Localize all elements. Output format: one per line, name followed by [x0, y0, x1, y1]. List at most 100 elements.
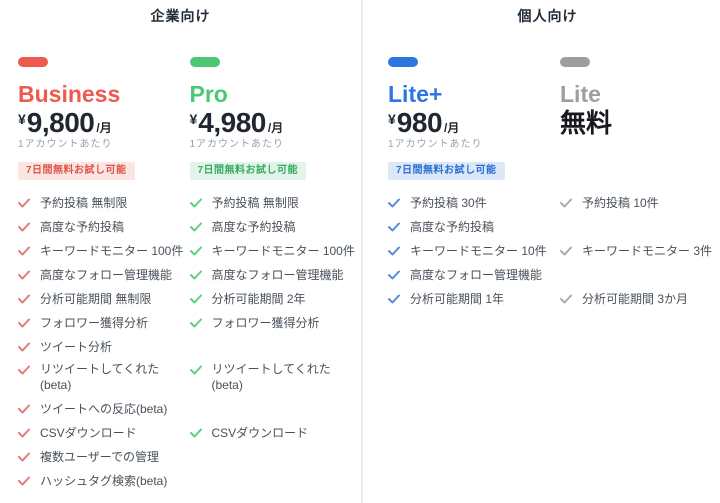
feature-label: キーワードモニター 100件 [40, 244, 184, 258]
trial-badge: 7日間無料お試し可能 [18, 162, 135, 180]
plan-price: ¥4,980/月 [190, 108, 362, 138]
personal-section: 個人向け Lite+ ¥980/月 1アカウントあたり 7日間無料お試し可能 予約投稿 … [362, 0, 720, 503]
check-icon [560, 198, 572, 208]
section-title-personal: 個人向け [517, 8, 578, 24]
plan-name: Lite [560, 81, 601, 107]
feature-label: キーワードモニター 10件 [410, 244, 547, 258]
plan-column-pro: Pro ¥4,980/月 1アカウントあたり 7日間無料お試し可能 予約投稿 無制限 高度… [189, 24, 362, 493]
feature-row [190, 445, 362, 469]
feature-row [560, 215, 720, 239]
check-icon [189, 428, 202, 438]
plan-color-pill [560, 57, 590, 67]
feature-row: リツイートしてくれた (beta) [189, 359, 362, 397]
feature-list: 予約投稿 無制限 高度な予約投稿キーワードモニター 100件高度なフォロー管理機能… [18, 191, 190, 493]
check-icon [388, 198, 400, 208]
feature-label: 高度なフォロー管理機能 [211, 268, 344, 282]
plan-color-pill [388, 57, 418, 67]
feature-label: フォロワー獲得分析 [40, 316, 149, 330]
feature-label: ツイートへの反応(beta) [40, 402, 168, 416]
trial-badge-row: 7日間無料お試し可能 [189, 160, 362, 180]
feature-row [190, 469, 362, 493]
plan-price: 無料 [560, 108, 720, 138]
check-icon [18, 476, 30, 486]
feature-label: 高度な予約投稿 [410, 220, 495, 234]
plan-column-business: Business ¥9,800/月 1アカウントあたり 7日間無料お試し可能 予約投稿 … [18, 24, 190, 493]
price-period: /月 [444, 121, 460, 135]
check-icon [18, 294, 30, 304]
price-amount: 4,980 [198, 107, 266, 138]
feature-row: 予約投稿 30件 [388, 191, 560, 215]
feature-row [560, 421, 720, 445]
feature-row: フォロワー獲得分析 [189, 311, 362, 335]
feature-label: キーワードモニター 100件 [211, 244, 355, 258]
feature-row [388, 335, 560, 359]
price-period: /月 [267, 121, 284, 135]
feature-row [190, 397, 362, 421]
check-icon [18, 365, 30, 375]
feature-label: CSVダウンロード [211, 426, 309, 440]
check-icon [189, 246, 202, 256]
feature-row [388, 469, 560, 493]
free-price-label: 無料 [560, 108, 613, 138]
trial-badge-row [560, 160, 720, 178]
check-icon [388, 246, 400, 256]
plan-price: ¥9,800/月 [18, 108, 190, 138]
feature-label: リツイートしてくれた (beta) [211, 362, 331, 392]
feature-label: 予約投稿 無制限 [40, 196, 128, 210]
trial-badge-row: 7日間無料お試し可能 [388, 160, 560, 180]
feature-row: 分析可能期間 2年 [189, 287, 362, 311]
feature-label: 高度なフォロー管理機能 [410, 268, 543, 282]
feature-label: ハッシュタグ検索(beta) [40, 474, 168, 488]
feature-row: CSVダウンロード [18, 421, 190, 445]
feature-row: 複数ユーザーでの管理 [18, 445, 190, 469]
feature-label: 高度な予約投稿 [40, 220, 125, 234]
feature-row [560, 445, 720, 469]
feature-row [560, 311, 720, 335]
feature-row [388, 445, 560, 469]
feature-row [560, 397, 720, 421]
feature-row [560, 263, 720, 287]
price-amount: 980 [396, 107, 443, 138]
feature-list: 予約投稿 無制限 高度な予約投稿キーワードモニター 100件 高度なフォロー管理機能… [189, 191, 362, 493]
price-period: /月 [96, 121, 112, 135]
feature-row: 予約投稿 無制限 [189, 191, 362, 215]
feature-row [388, 397, 560, 421]
feature-label: 分析可能期間 無制限 [40, 292, 152, 306]
check-icon [18, 270, 30, 280]
check-icon [189, 318, 202, 328]
feature-row: キーワードモニター 10件 [388, 239, 560, 263]
feature-row: 高度なフォロー管理機能 [18, 263, 190, 287]
feature-row [560, 335, 720, 359]
feature-row: 分析可能期間 無制限 [18, 287, 190, 311]
check-icon [560, 246, 572, 256]
feature-row: リツイートしてくれた (beta) [18, 359, 190, 397]
business-section: 企業向け Business ¥9,800/月 1アカウントあたり 7日間無料お試し可能… [18, 0, 362, 503]
check-icon [18, 428, 30, 438]
check-icon [18, 318, 30, 328]
check-icon [18, 198, 30, 208]
check-icon [189, 198, 202, 208]
feature-row [560, 359, 720, 397]
feature-label: 予約投稿 10件 [582, 196, 659, 210]
personal-plans: Lite+ ¥980/月 1アカウントあたり 7日間無料お試し可能 予約投稿 30件 高度… [363, 24, 720, 493]
feature-row: 高度なフォロー管理機能 [189, 263, 362, 287]
check-icon [18, 342, 30, 352]
currency-symbol: ¥ [189, 111, 198, 127]
check-icon [388, 222, 400, 232]
feature-row: 予約投稿 10件 [560, 191, 720, 215]
plan-price: ¥980/月 [388, 108, 560, 138]
plan-name: Pro [189, 81, 228, 107]
per-account-note: 1アカウントあたり [189, 139, 285, 150]
feature-row: 高度な予約投稿 [189, 215, 362, 239]
feature-row: ツイート分析 [18, 335, 190, 359]
feature-row: キーワードモニター 100件 [189, 239, 362, 263]
feature-row: キーワードモニター 100件 [18, 239, 190, 263]
feature-row [560, 469, 720, 493]
feature-label: 予約投稿 30件 [410, 196, 487, 210]
feature-row: 高度なフォロー管理機能 [388, 263, 560, 287]
check-icon [18, 246, 30, 256]
check-icon [189, 294, 202, 304]
feature-row [388, 421, 560, 445]
check-icon [189, 365, 202, 375]
